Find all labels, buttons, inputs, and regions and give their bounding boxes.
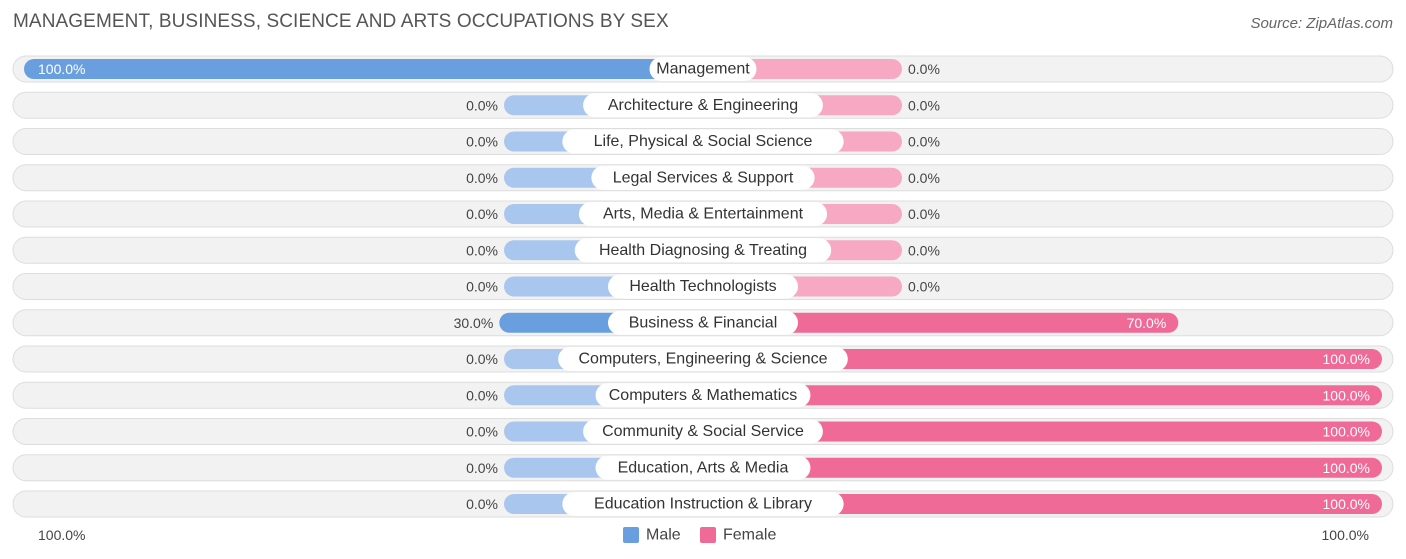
chart-source: Source: ZipAtlas.com <box>1250 15 1393 32</box>
category-label-pill <box>591 165 815 190</box>
male-bar <box>24 59 703 79</box>
female-bar <box>703 421 1382 442</box>
category-label: Life, Physical & Social Science <box>594 133 813 150</box>
category-label-pill <box>578 202 828 226</box>
female-value-label: 100.0% <box>1323 460 1370 476</box>
category-label: Architecture & Engineering <box>608 97 798 114</box>
category-label-pill <box>583 419 823 444</box>
female-bar <box>703 349 1382 369</box>
female-value-label: 0.0% <box>908 170 940 186</box>
male-value-label: 0.0% <box>466 387 498 403</box>
male-value-label: 0.0% <box>466 242 498 258</box>
female-bar <box>703 385 1382 406</box>
male-value-label: 0.0% <box>466 170 498 186</box>
category-label: Computers & Mathematics <box>609 387 798 404</box>
legend-female-label: Female <box>723 527 776 544</box>
category-label-pill <box>562 129 844 154</box>
category-label: Computers, Engineering & Science <box>578 351 827 368</box>
female-value-label: 0.0% <box>908 279 940 295</box>
category-label: Legal Services & Support <box>613 169 794 186</box>
male-value-label: 0.0% <box>466 206 498 222</box>
male-value-label: 0.0% <box>466 460 498 476</box>
legend-male-label: Male <box>646 527 681 544</box>
female-bar <box>703 312 1179 333</box>
female-value-label: 0.0% <box>908 97 940 113</box>
female-value-label: 0.0% <box>908 206 940 222</box>
female-value-label: 100.0% <box>1323 424 1370 440</box>
male-value-label: 0.0% <box>466 424 498 440</box>
female-bar <box>703 494 1382 514</box>
male-value-label: 0.0% <box>466 351 498 367</box>
legend-female-swatch <box>700 527 716 543</box>
category-label: Health Diagnosing & Treating <box>599 242 807 259</box>
male-value-label: 30.0% <box>454 315 494 331</box>
category-label-pill <box>583 93 823 118</box>
male-value-label: 0.0% <box>466 134 498 150</box>
female-value-label: 0.0% <box>908 134 940 150</box>
category-label: Arts, Media & Entertainment <box>603 206 804 223</box>
male-value-label: 100.0% <box>38 61 85 77</box>
axis-right-label: 100.0% <box>1322 527 1369 543</box>
chart-title: MANAGEMENT, BUSINESS, SCIENCE AND ARTS O… <box>13 11 669 32</box>
category-label-pill <box>649 57 757 81</box>
category-label-pill <box>595 383 811 408</box>
female-value-label: 100.0% <box>1323 351 1370 367</box>
female-value-label: 0.0% <box>908 61 940 77</box>
category-label: Education Instruction & Library <box>594 496 812 513</box>
male-value-label: 0.0% <box>466 97 498 113</box>
female-value-label: 0.0% <box>908 242 940 258</box>
category-label-pill <box>574 238 832 263</box>
female-value-label: 100.0% <box>1323 387 1370 403</box>
category-label-pill <box>608 310 798 335</box>
category-label: Education, Arts & Media <box>618 459 789 476</box>
female-value-label: 70.0% <box>1127 315 1167 331</box>
category-label: Management <box>656 61 750 78</box>
female-bar <box>703 457 1382 478</box>
category-label: Health Technologists <box>629 278 776 295</box>
category-label-pill <box>595 455 811 480</box>
female-value-label: 100.0% <box>1323 496 1370 512</box>
category-label-pill <box>608 274 798 299</box>
category-label: Business & Financial <box>629 314 778 331</box>
male-value-label: 0.0% <box>466 279 498 295</box>
category-label: Community & Social Service <box>602 423 804 440</box>
male-value-label: 0.0% <box>466 496 498 512</box>
axis-left-label: 100.0% <box>38 527 85 543</box>
category-label-pill <box>558 347 848 371</box>
category-label-pill <box>562 492 844 516</box>
legend-male-swatch <box>623 527 639 543</box>
